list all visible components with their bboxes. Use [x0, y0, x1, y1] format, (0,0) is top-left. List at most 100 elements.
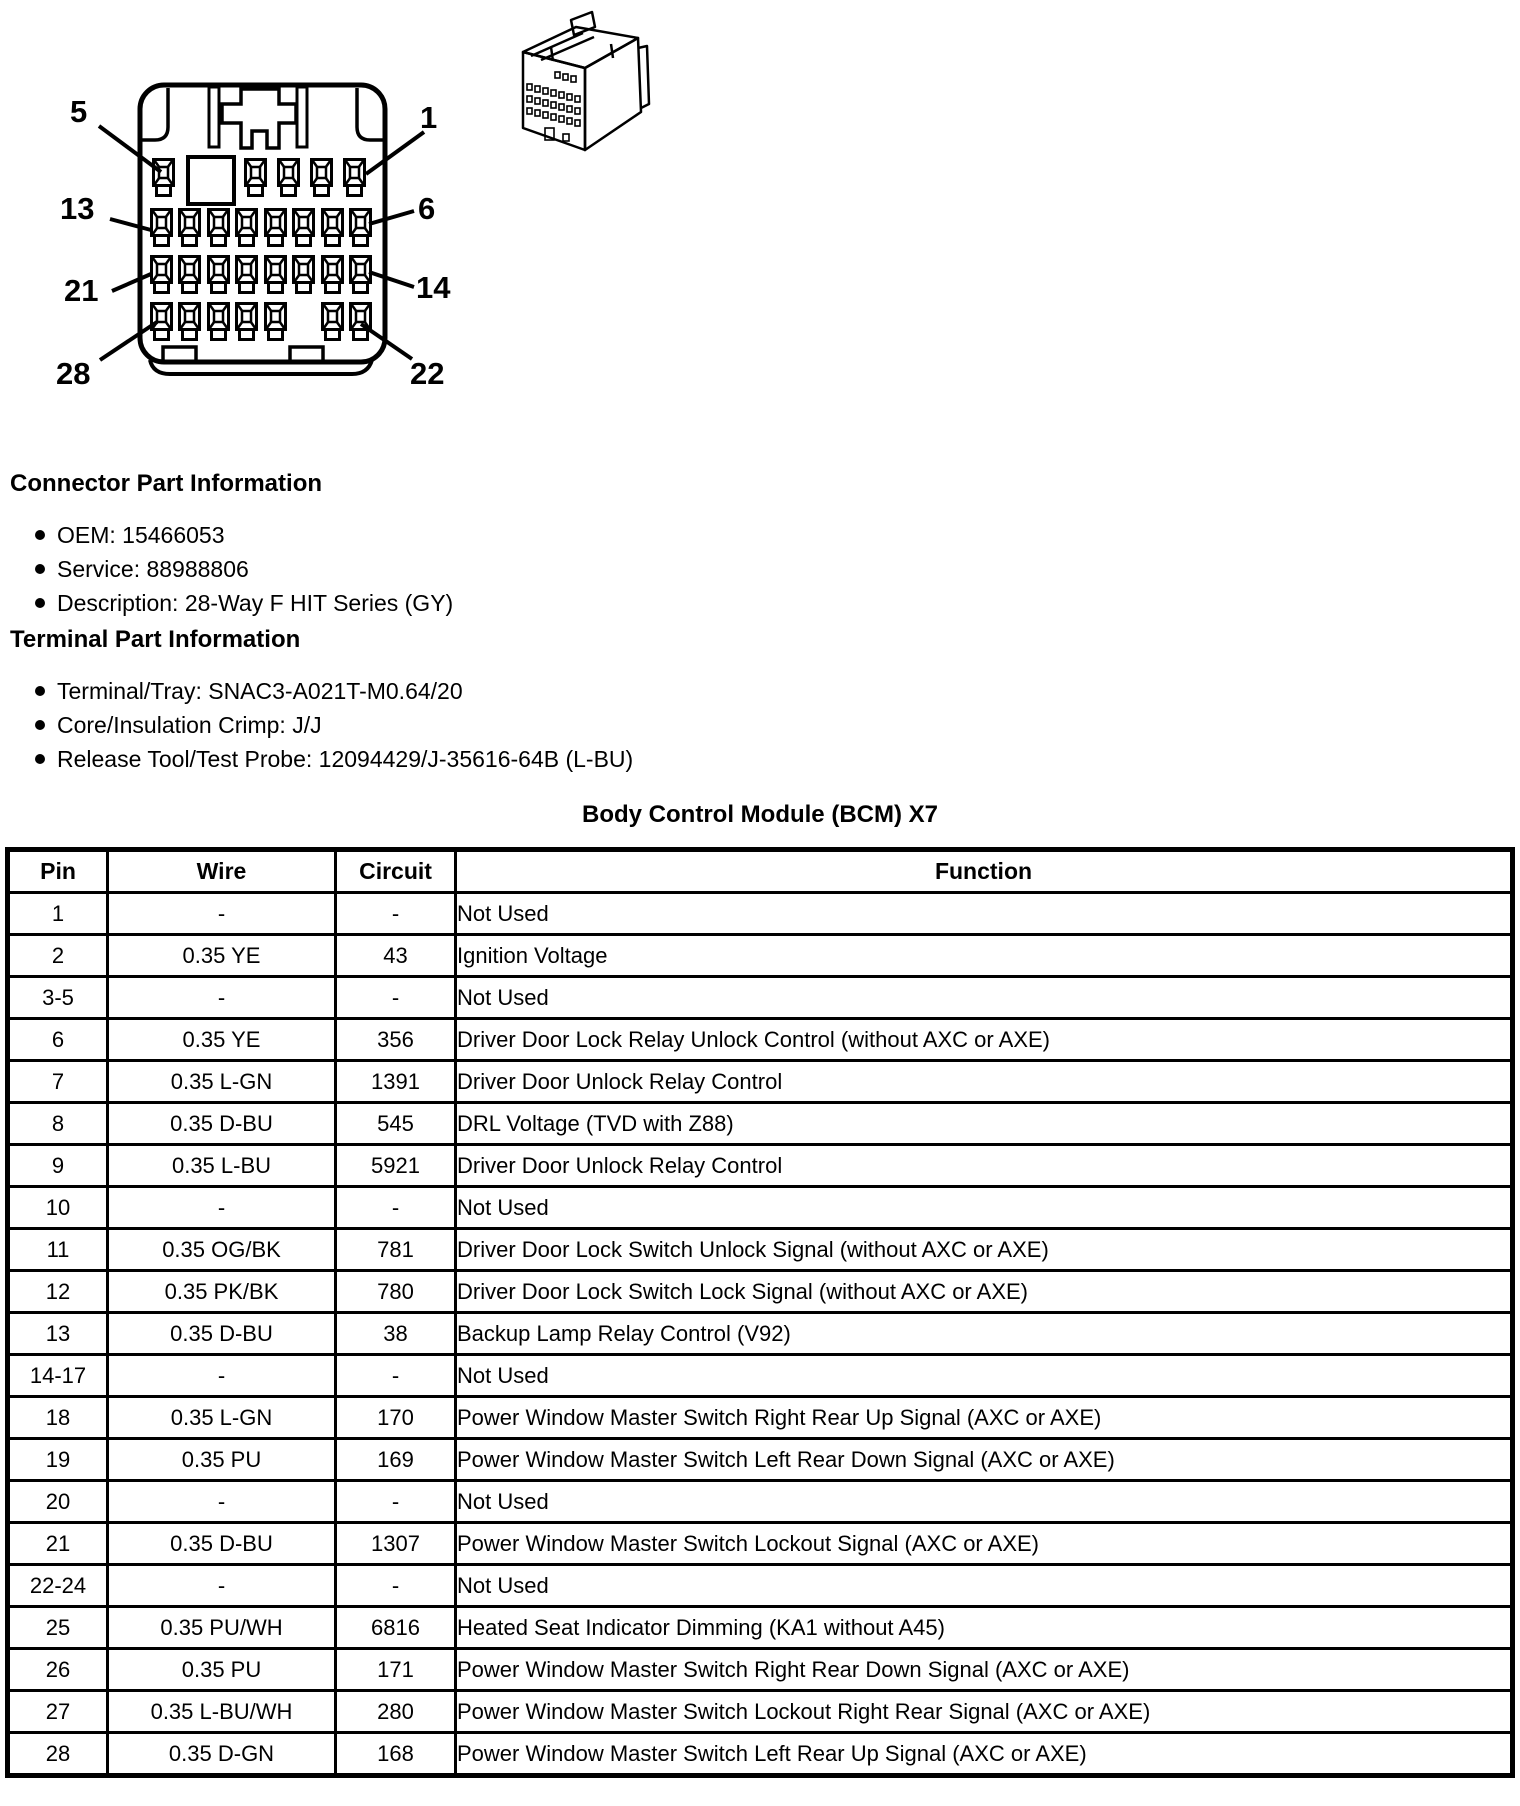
wire-cell: 0.35 D-BU: [106, 1521, 337, 1566]
function-cell: Not Used: [454, 891, 1514, 936]
key-cavity: [186, 155, 236, 206]
pin-cell: 26: [6, 1647, 109, 1692]
terminal-info-list: Terminal/Tray: SNAC3-A021T-M0.64/20 Core/…: [0, 680, 1520, 771]
table-row: 13 0.35 D-BU 38 Backup Lamp Relay Control (…: [6, 1311, 1514, 1356]
wire-cell: 0.35 OG/BK: [106, 1227, 337, 1272]
table-row: 26 0.35 PU 171 Power Window Master Switch R…: [6, 1647, 1514, 1692]
function-cell: Heated Seat Indicator Dimming (KA1 witho…: [454, 1605, 1514, 1650]
pin-label-22: 22: [410, 356, 445, 391]
col-header-pin: Pin: [6, 848, 109, 894]
table-row: 1- - Not Used: [6, 891, 1514, 936]
table-row: 25 0.35 PU/WH 6816 Heated Seat Indicator Di…: [6, 1605, 1514, 1650]
wire-cell: 0.35 D-GN: [106, 1731, 337, 1777]
table-row: 27 0.35 L-BU/WH 280 Power Window Master Swi…: [6, 1689, 1514, 1734]
circuit-cell: -: [334, 1479, 457, 1524]
pin-cell: 1: [6, 891, 109, 936]
wire-cell: 0.35 L-GN: [106, 1395, 337, 1440]
leader-lines: [97, 124, 426, 362]
pin-label-28: 28: [56, 356, 91, 391]
wire-cell: -: [106, 1353, 337, 1398]
circuit-cell: 169: [334, 1437, 457, 1482]
circuit-cell: 1391: [334, 1059, 457, 1104]
wire-cell: 0.35 PU: [106, 1647, 337, 1692]
circuit-cell: 43: [334, 933, 457, 978]
circuit-cell: 280: [334, 1689, 457, 1734]
table-row: 12 0.35 PK/BK 780 Driver Door Lock Switch L…: [6, 1269, 1514, 1314]
pin-cell: 28: [6, 1731, 109, 1777]
table-title: Body Control Module (BCM) X7: [582, 801, 938, 828]
circuit-cell: 545: [334, 1101, 457, 1146]
pin-cell: 9: [6, 1143, 109, 1188]
pin-cell: 19: [6, 1437, 109, 1482]
circuit-cell: 781: [334, 1227, 457, 1272]
bullet-item: Service: 88988806: [0, 558, 1520, 581]
table-row: 7 0.35 L-GN 1391 Driver Door Unlock Relay C…: [6, 1059, 1514, 1104]
table-row: 11 0.35 OG/BK 781 Driver Door Lock Switch U…: [6, 1227, 1514, 1272]
table-row: 8 0.35 D-BU 545 DRL Voltage (TVD with Z88): [6, 1101, 1514, 1146]
function-cell: Power Window Master Switch Lockout Signa…: [454, 1521, 1514, 1566]
circuit-cell: 1307: [334, 1521, 457, 1566]
circuit-cell: -: [334, 1353, 457, 1398]
pin-cell: 3-5: [6, 975, 109, 1020]
function-cell: Driver Door Lock Switch Unlock Signal (w…: [454, 1227, 1514, 1272]
circuit-cell: -: [334, 975, 457, 1020]
pin-label-13: 13: [60, 191, 95, 226]
circuit-cell: -: [334, 1185, 457, 1230]
bullet-item: Description: 28-Way F HIT Series (GY): [0, 592, 1520, 615]
pin-cell: 6: [6, 1017, 109, 1062]
wire-cell: -: [106, 975, 337, 1020]
connector-3d-view: [521, 10, 651, 152]
pin-cell: 8: [6, 1101, 109, 1146]
table-row: 28 0.35 D-GN 168 Power Window Master Switch…: [6, 1731, 1514, 1777]
pin-cell: 7: [6, 1059, 109, 1104]
wire-cell: 0.35 PU: [106, 1437, 337, 1482]
col-header-wire: Wire: [106, 848, 337, 894]
table-row: 9 0.35 L-BU 5921 Driver Door Unlock Relay C…: [6, 1143, 1514, 1188]
function-cell: DRL Voltage (TVD with Z88): [454, 1101, 1514, 1146]
function-cell: Power Window Master Switch Left Rear Up …: [454, 1731, 1514, 1777]
pin-cell: 20: [6, 1479, 109, 1524]
connector-face-diagram: [97, 82, 426, 376]
function-cell: Power Window Master Switch Left Rear Dow…: [454, 1437, 1514, 1482]
pin-cell: 21: [6, 1521, 109, 1566]
function-cell: Driver Door Unlock Relay Control: [454, 1143, 1514, 1188]
table-row: 19 0.35 PU 169 Power Window Master Switch L…: [6, 1437, 1514, 1482]
function-cell: Driver Door Lock Relay Unlock Control (w…: [454, 1017, 1514, 1062]
pin-cell: 14-17: [6, 1353, 109, 1398]
pin-label-6: 6: [418, 191, 436, 226]
circuit-cell: 171: [334, 1647, 457, 1692]
wire-cell: -: [106, 1185, 337, 1230]
circuit-cell: 168: [334, 1731, 457, 1777]
pin-cell: 27: [6, 1689, 109, 1734]
connector-info-heading: Connector Part Information: [10, 470, 323, 497]
pin-cell: 10: [6, 1185, 109, 1230]
function-cell: Not Used: [454, 1185, 1514, 1230]
wire-cell: 0.35 YE: [106, 1017, 337, 1062]
function-cell: Power Window Master Switch Right Rear Do…: [454, 1647, 1514, 1692]
pin-cell: 22-24: [6, 1563, 109, 1608]
function-cell: Power Window Master Switch Right Rear Up…: [454, 1395, 1514, 1440]
wire-cell: -: [106, 891, 337, 936]
table-row: 18 0.35 L-GN 170 Power Window Master Switch…: [6, 1395, 1514, 1440]
wire-cell: 0.35 L-GN: [106, 1059, 337, 1104]
function-cell: Backup Lamp Relay Control (V92): [454, 1311, 1514, 1356]
wire-cell: 0.35 L-BU/WH: [106, 1689, 337, 1734]
table-row: 3-5- - Not Used: [6, 975, 1514, 1020]
circuit-cell: 6816: [334, 1605, 457, 1650]
pin-cell: 12: [6, 1269, 109, 1314]
circuit-cell: 170: [334, 1395, 457, 1440]
function-cell: Not Used: [454, 975, 1514, 1020]
circuit-cell: 5921: [334, 1143, 457, 1188]
wire-cell: -: [106, 1479, 337, 1524]
circuit-cell: 38: [334, 1311, 457, 1356]
pin-cell: 25: [6, 1605, 109, 1650]
bullet-item: Release Tool/Test Probe: 12094429/J-3561…: [0, 748, 1520, 771]
wire-cell: 0.35 D-BU: [106, 1101, 337, 1146]
wire-cell: 0.35 PU/WH: [106, 1605, 337, 1650]
pin-label-5: 5: [70, 94, 88, 129]
circuit-cell: -: [334, 1563, 457, 1608]
circuit-cell: -: [334, 891, 457, 936]
terminal-info-heading: Terminal Part Information: [10, 626, 301, 653]
bullet-item: Core/Insulation Crimp: J/J: [0, 714, 1520, 737]
wire-cell: 0.35 YE: [106, 933, 337, 978]
